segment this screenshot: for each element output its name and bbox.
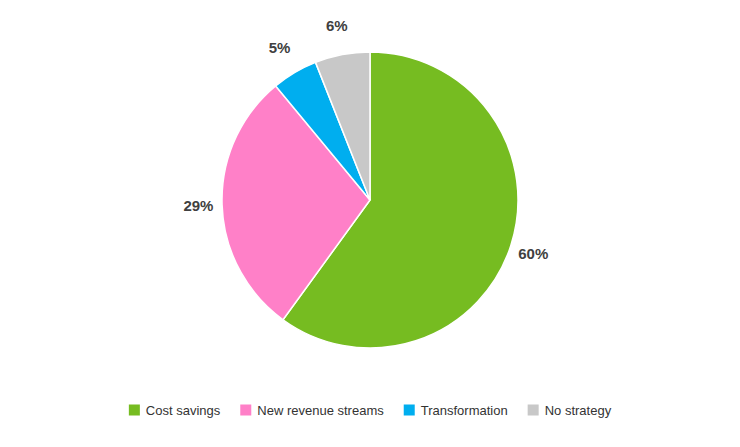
data-label: 60% — [518, 245, 548, 262]
legend-label: Transformation — [421, 403, 508, 418]
legend-item: Transformation — [404, 403, 508, 418]
legend-swatch — [528, 405, 539, 416]
slices — [222, 52, 518, 348]
legend-swatch — [240, 405, 251, 416]
data-labels: 60% 29% 5% 6% — [183, 17, 548, 262]
legend-label: No strategy — [545, 403, 612, 418]
legend-item: New revenue streams — [240, 403, 384, 418]
data-label: 6% — [326, 17, 348, 34]
pie-slice — [316, 52, 370, 200]
chart: 60% 29% 5% 6% Cost savings New revenue stream… — [0, 0, 740, 447]
data-label: 5% — [269, 39, 291, 56]
legend-label: Cost savings — [146, 403, 221, 418]
data-label: 29% — [183, 197, 213, 214]
legend-item: No strategy — [528, 403, 612, 418]
legend-label: New revenue streams — [257, 403, 384, 418]
legend: Cost savings New revenue streams Transform… — [129, 403, 612, 418]
legend-item: Cost savings — [129, 403, 221, 418]
legend-swatch — [404, 405, 415, 416]
legend-swatch — [129, 405, 140, 416]
